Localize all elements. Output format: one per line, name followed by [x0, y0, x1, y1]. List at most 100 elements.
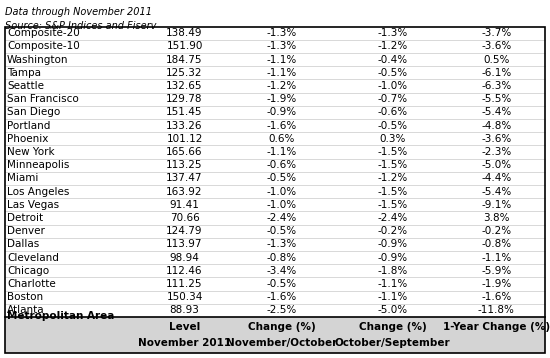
Text: -0.4%: -0.4% — [377, 55, 408, 64]
Text: -0.6%: -0.6% — [377, 107, 408, 117]
Text: -5.4%: -5.4% — [481, 187, 512, 197]
Text: -3.6%: -3.6% — [481, 42, 512, 52]
Text: -1.1%: -1.1% — [377, 279, 408, 289]
Text: -1.2%: -1.2% — [377, 173, 408, 183]
Text: -0.9%: -0.9% — [377, 240, 408, 250]
Text: -2.3%: -2.3% — [481, 147, 512, 157]
Text: -2.5%: -2.5% — [267, 305, 297, 315]
Text: Cleveland: Cleveland — [7, 253, 59, 263]
Text: -1.0%: -1.0% — [377, 81, 408, 91]
Text: 151.45: 151.45 — [166, 107, 203, 117]
Text: -1.1%: -1.1% — [267, 68, 297, 78]
Text: 91.41: 91.41 — [169, 200, 200, 210]
Text: Las Vegas: Las Vegas — [7, 200, 59, 210]
Text: 151.90: 151.90 — [166, 42, 203, 52]
Text: -6.1%: -6.1% — [481, 68, 512, 78]
Text: -4.4%: -4.4% — [481, 173, 512, 183]
Text: 0.3%: 0.3% — [379, 134, 406, 144]
Text: -1.3%: -1.3% — [267, 240, 297, 250]
Text: -0.8%: -0.8% — [267, 253, 297, 263]
Text: 132.65: 132.65 — [166, 81, 203, 91]
Text: Composite-20: Composite-20 — [7, 28, 80, 38]
Text: Chicago: Chicago — [7, 266, 49, 276]
Text: -1.1%: -1.1% — [267, 147, 297, 157]
Text: Change (%): Change (%) — [248, 322, 316, 332]
Text: -1.9%: -1.9% — [267, 94, 297, 104]
Text: -0.5%: -0.5% — [267, 226, 297, 236]
Text: -1.5%: -1.5% — [377, 200, 408, 210]
Text: November/October: November/October — [226, 338, 337, 348]
Text: 165.66: 165.66 — [166, 147, 203, 157]
Text: 150.34: 150.34 — [166, 292, 203, 302]
Text: -6.3%: -6.3% — [481, 81, 512, 91]
Text: -0.8%: -0.8% — [481, 240, 512, 250]
Text: Boston: Boston — [7, 292, 43, 302]
Text: -1.0%: -1.0% — [267, 200, 297, 210]
Text: 184.75: 184.75 — [166, 55, 203, 64]
Text: Los Angeles: Los Angeles — [7, 187, 69, 197]
Text: -0.9%: -0.9% — [377, 253, 408, 263]
Text: -1.0%: -1.0% — [267, 187, 297, 197]
Text: Portland: Portland — [7, 121, 51, 131]
Text: 112.46: 112.46 — [166, 266, 203, 276]
Text: 98.94: 98.94 — [169, 253, 200, 263]
Text: 1-Year Change (%): 1-Year Change (%) — [443, 322, 550, 332]
Text: Data through November 2011: Data through November 2011 — [5, 6, 152, 16]
Text: New York: New York — [7, 147, 54, 157]
Text: 113.97: 113.97 — [166, 240, 203, 250]
Text: Composite-10: Composite-10 — [7, 42, 80, 52]
Text: -0.2%: -0.2% — [377, 226, 408, 236]
Text: -1.3%: -1.3% — [267, 42, 297, 52]
Text: -1.1%: -1.1% — [377, 292, 408, 302]
Text: -1.3%: -1.3% — [377, 28, 408, 38]
Text: -1.6%: -1.6% — [267, 292, 297, 302]
Text: -0.7%: -0.7% — [377, 94, 408, 104]
Text: -1.1%: -1.1% — [267, 55, 297, 64]
Text: Phoenix: Phoenix — [7, 134, 48, 144]
Text: Change (%): Change (%) — [359, 322, 426, 332]
Text: -1.2%: -1.2% — [267, 81, 297, 91]
Text: -5.0%: -5.0% — [481, 160, 512, 170]
Text: -1.9%: -1.9% — [481, 279, 512, 289]
Text: -1.1%: -1.1% — [481, 253, 512, 263]
Text: -1.2%: -1.2% — [377, 42, 408, 52]
Text: 133.26: 133.26 — [166, 121, 203, 131]
Text: Washington: Washington — [7, 55, 69, 64]
Text: -0.2%: -0.2% — [481, 226, 512, 236]
Text: Charlotte: Charlotte — [7, 279, 56, 289]
Text: -3.6%: -3.6% — [481, 134, 512, 144]
Text: Tampa: Tampa — [7, 68, 41, 78]
Text: Detroit: Detroit — [7, 213, 43, 223]
Text: -1.8%: -1.8% — [377, 266, 408, 276]
Text: -1.5%: -1.5% — [377, 187, 408, 197]
Text: -5.0%: -5.0% — [377, 305, 408, 315]
Text: October/September: October/September — [334, 338, 450, 348]
Text: -0.5%: -0.5% — [377, 121, 408, 131]
Text: -0.5%: -0.5% — [377, 68, 408, 78]
Text: Minneapolis: Minneapolis — [7, 160, 69, 170]
Text: -1.3%: -1.3% — [267, 28, 297, 38]
Text: Level: Level — [169, 322, 200, 332]
Text: -1.6%: -1.6% — [267, 121, 297, 131]
Text: 70.66: 70.66 — [169, 213, 200, 223]
Text: -0.9%: -0.9% — [267, 107, 297, 117]
Text: 0.5%: 0.5% — [483, 55, 510, 64]
Text: 163.92: 163.92 — [166, 187, 203, 197]
Text: 138.49: 138.49 — [166, 28, 203, 38]
Text: 124.79: 124.79 — [166, 226, 203, 236]
Text: 88.93: 88.93 — [169, 305, 200, 315]
Text: -5.4%: -5.4% — [481, 107, 512, 117]
Text: 111.25: 111.25 — [166, 279, 203, 289]
Text: -1.6%: -1.6% — [481, 292, 512, 302]
Text: -4.8%: -4.8% — [481, 121, 512, 131]
Text: -5.5%: -5.5% — [481, 94, 512, 104]
Text: 129.78: 129.78 — [166, 94, 203, 104]
Text: Source: S&P Indices and Fiserv: Source: S&P Indices and Fiserv — [5, 21, 156, 30]
Text: November 2011: November 2011 — [138, 338, 231, 348]
Text: -11.8%: -11.8% — [478, 305, 515, 315]
Text: Metropolitan Area: Metropolitan Area — [7, 311, 114, 321]
Text: 125.32: 125.32 — [166, 68, 203, 78]
Bar — [5, 317, 545, 353]
Text: -1.5%: -1.5% — [377, 160, 408, 170]
Text: -3.4%: -3.4% — [267, 266, 297, 276]
